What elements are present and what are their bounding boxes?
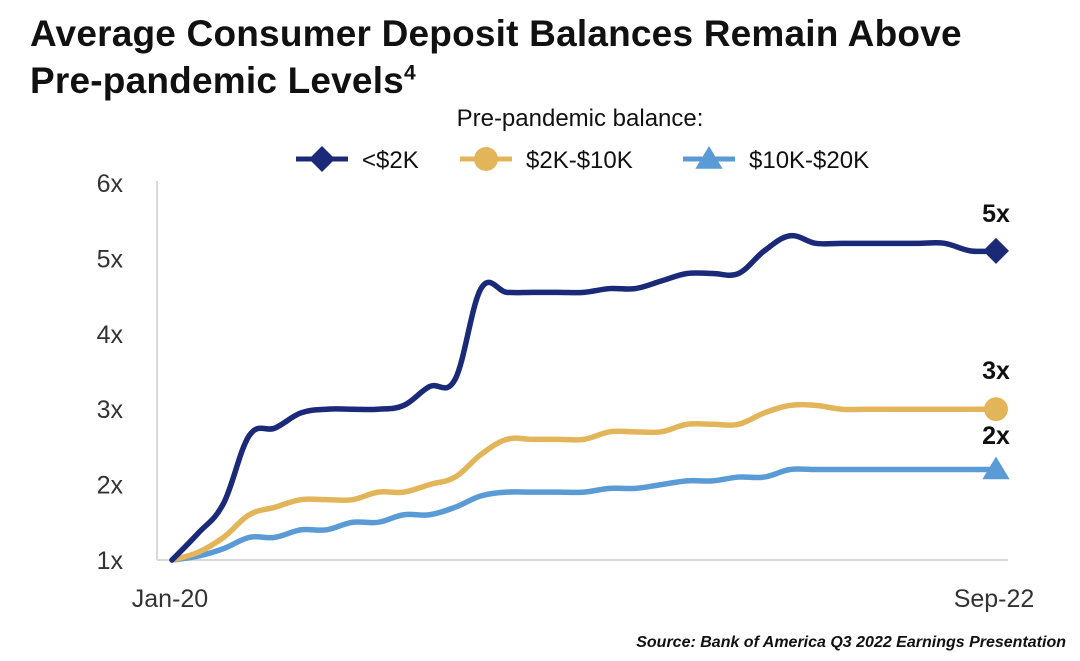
end-value-label: 2x bbox=[982, 422, 1010, 450]
series-end-marker bbox=[983, 237, 1009, 264]
source-note: Source: Bank of America Q3 2022 Earnings… bbox=[636, 634, 1066, 651]
legend-title: Pre-pandemic balance: bbox=[457, 105, 704, 132]
legend-marker bbox=[309, 146, 335, 172]
end-value-label: 5x bbox=[982, 200, 1010, 228]
legend-marker bbox=[474, 147, 498, 171]
y-tick-label: 6x bbox=[97, 170, 124, 198]
legend-label: $2K-$10K bbox=[526, 147, 633, 174]
x-tick-label: Sep-22 bbox=[954, 585, 1035, 613]
y-tick-label: 5x bbox=[97, 245, 124, 273]
series-line bbox=[169, 466, 999, 563]
chart-title-line2: Pre-pandemic Levels bbox=[30, 60, 404, 101]
y-tick-label: 3x bbox=[97, 396, 124, 424]
legend-label: <$2K bbox=[362, 147, 419, 174]
title-footnote-marker: 4 bbox=[403, 61, 416, 85]
chart-title: Average Consumer Deposit Balances Remain… bbox=[30, 10, 1060, 104]
y-tick-label: 1x bbox=[97, 547, 124, 575]
x-tick-label: Jan-20 bbox=[132, 585, 208, 613]
legend-marker bbox=[695, 146, 723, 169]
series-line bbox=[169, 232, 999, 563]
series-line bbox=[169, 401, 999, 563]
end-value-label: 3x bbox=[982, 357, 1010, 385]
legend-label: $10K-$20K bbox=[749, 147, 869, 174]
y-tick-label: 4x bbox=[97, 321, 124, 349]
chart-title-line1: Average Consumer Deposit Balances Remain… bbox=[30, 13, 962, 54]
series-end-marker bbox=[982, 456, 1010, 480]
series-end-marker bbox=[984, 397, 1008, 422]
y-tick-label: 2x bbox=[97, 472, 124, 500]
